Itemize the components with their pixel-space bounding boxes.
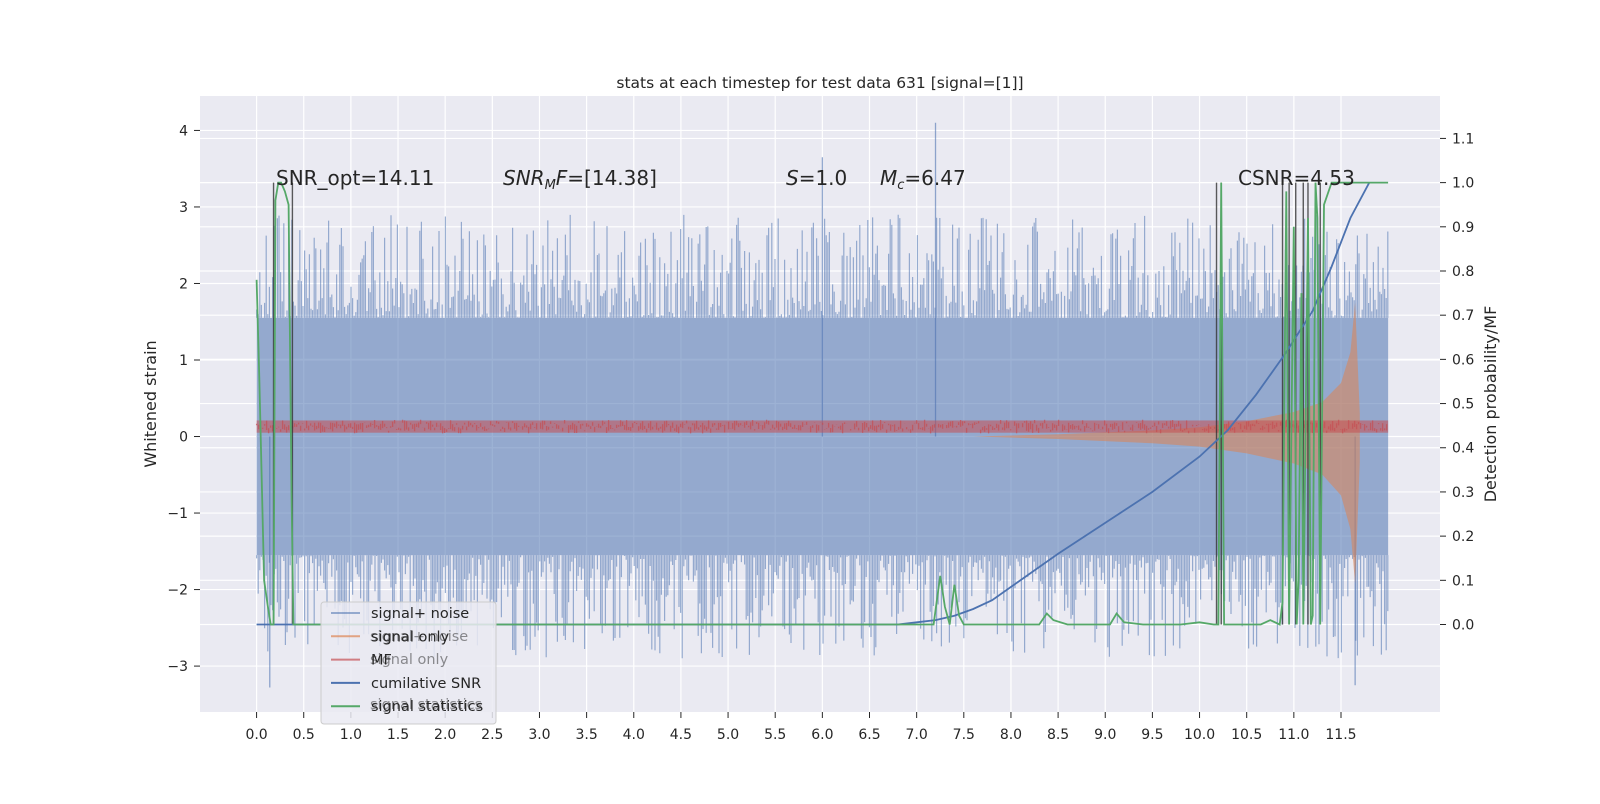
series-layer — [255, 122, 1389, 688]
x-tick-label: 6.5 — [858, 727, 880, 743]
x-tick-label: 3.5 — [575, 727, 597, 743]
y2-tick-label: 0.2 — [1452, 529, 1474, 545]
signal-only-envelope — [973, 302, 1360, 584]
x-tick-label: 2.0 — [434, 727, 456, 743]
legend-label: signal statistics — [371, 699, 483, 715]
signal-noise-upper-spikes — [256, 214, 1389, 318]
y-tick-label: 1 — [179, 353, 188, 369]
signal-noise-lower-spikes — [256, 555, 1389, 659]
annotation-mc: Mc=6.47 — [880, 166, 966, 193]
x-tick-label: 0.0 — [245, 727, 267, 743]
x-tick-label: 0.5 — [293, 727, 315, 743]
legend-ghost-label: signal+ noise — [370, 629, 468, 645]
y2-tick-label: 0.1 — [1452, 573, 1474, 589]
chart-title: stats at each timestep for test data 631… — [616, 74, 1023, 92]
x-tick-label: 4.5 — [670, 727, 692, 743]
legend-label: signal only — [371, 629, 450, 645]
mf-noise — [255, 419, 1388, 434]
y2-tick-label: 1.0 — [1452, 176, 1474, 192]
legend-label: MF — [371, 653, 392, 669]
y2-tick-label: 0.4 — [1452, 441, 1474, 457]
y2-tick-label: 0.7 — [1452, 308, 1474, 324]
x-tick-label: 10.5 — [1231, 727, 1262, 743]
annotation-csnr: CSNR=4.53 — [1238, 166, 1355, 190]
legend-ghost-label: signal only — [370, 652, 449, 668]
x-tick-labels: 0.0 0.5 1.0 1.5 2.0 2.5 3.0 3.5 4.0 4.5 5.0 5.5 6.0 6… — [245, 712, 1357, 743]
signal-statistics-line — [255, 181, 1389, 626]
x-tick-label: 9.0 — [1094, 727, 1116, 743]
x-tick-label: 8.5 — [1047, 727, 1069, 743]
x-tick-label: 2.5 — [481, 727, 503, 743]
y2-tick-label: 0.6 — [1452, 352, 1474, 368]
y2-tick-labels: 0.0 0.1 0.2 0.3 0.4 0.5 0.6 0.7 0.8 0.9 1.0 1.1 — [1440, 131, 1474, 634]
x-tick-label: 5.0 — [717, 727, 739, 743]
x-tick-label: 1.5 — [387, 727, 409, 743]
legend-ghost-label: signal statistics — [370, 697, 482, 713]
legend-box — [320, 601, 497, 725]
y2-tick-label: 0.5 — [1452, 397, 1474, 413]
y-tick-label: −3 — [167, 659, 188, 675]
x-tick-label: 8.0 — [1000, 727, 1022, 743]
y-tick-label: 4 — [179, 123, 188, 139]
y-tick-label: 0 — [179, 430, 188, 446]
cumulative-snr-line — [256, 182, 1371, 626]
y-tick-label: −1 — [167, 506, 188, 522]
x-tick-label: 3.0 — [528, 727, 550, 743]
annotations: SNR_opt=14.11 SNRMF=[14.38] S=1.0 Mc=6.47 CS… — [276, 166, 1355, 193]
y2-axis-label: Detection probability/MF — [1481, 306, 1500, 503]
legend-label: signal+ noise — [371, 606, 469, 622]
y2-tick-label: 0.0 — [1452, 618, 1474, 634]
x-tick-label: 9.5 — [1141, 727, 1163, 743]
y2-tick-label: 0.8 — [1452, 264, 1474, 280]
y2-tick-label: 0.9 — [1452, 220, 1474, 236]
x-tick-label: 7.0 — [906, 727, 928, 743]
y2-tick-label: 0.3 — [1452, 485, 1474, 501]
y-tick-label: −2 — [167, 583, 188, 599]
annotation-snr-opt: SNR_opt=14.11 — [276, 166, 434, 190]
x-tick-label: 4.0 — [623, 727, 645, 743]
x-tick-label: 11.5 — [1325, 727, 1356, 743]
x-tick-label: 5.5 — [764, 727, 786, 743]
y-tick-label: 2 — [179, 276, 188, 292]
y-tick-labels: −3 −2 −1 0 1 2 3 4 — [167, 123, 200, 675]
annotation-s: S=1.0 — [786, 166, 847, 190]
x-tick-label: 1.0 — [340, 727, 362, 743]
y-axis-label: Whitened strain — [141, 340, 160, 467]
x-tick-label: 10.0 — [1184, 727, 1215, 743]
x-tick-label: 6.0 — [811, 727, 833, 743]
legend-label: cumilative SNR — [371, 676, 481, 692]
x-tick-label: 7.5 — [953, 727, 975, 743]
x-tick-label: 11.0 — [1278, 727, 1309, 743]
y2-tick-label: 1.1 — [1452, 131, 1474, 147]
annotation-snr-mf: SNRMF=[14.38] — [503, 166, 657, 193]
y-tick-label: 3 — [179, 200, 188, 216]
